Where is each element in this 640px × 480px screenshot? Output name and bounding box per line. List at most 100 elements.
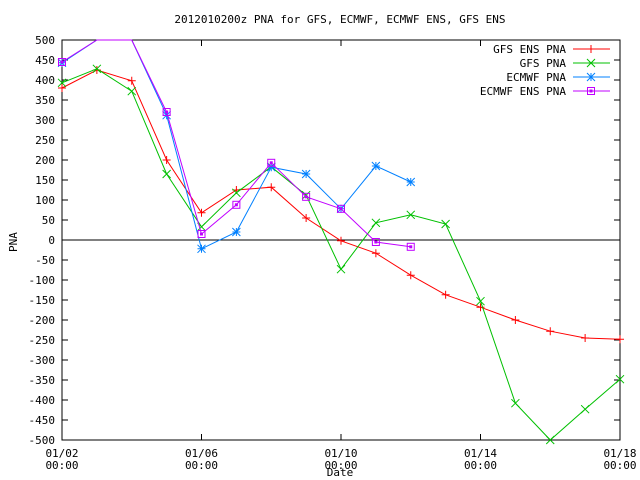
x-tick-time: 00:00: [45, 459, 78, 472]
data-point-gfs-ens-pna: [267, 183, 276, 192]
y-tick-label: 150: [35, 174, 55, 187]
data-point-ecmwf-pna: [232, 227, 241, 237]
chart-title: 2012010200z PNA for GFS, ECMWF, ECMWF EN…: [174, 13, 505, 26]
y-tick-label: 500: [35, 34, 55, 47]
data-point-ecmwf-ens-pna: [302, 192, 311, 201]
data-point-gfs-pna: [511, 398, 520, 408]
series-line-gfs-ens-pna: [61, 69, 621, 340]
data-point-ecmwf-pna: [197, 244, 206, 254]
y-tick-label: 50: [42, 214, 55, 227]
data-point-ecmwf-pna: [301, 169, 311, 179]
y-tick-label: -350: [29, 374, 56, 387]
y-tick-label: -400: [29, 394, 56, 407]
y-tick-label: -250: [29, 334, 56, 347]
data-point-gfs-pna: [441, 219, 450, 229]
series-ecmwf-pna: [57, 39, 416, 254]
data-point-gfs-pna: [57, 78, 67, 88]
legend-marker: [586, 72, 596, 82]
data-point-gfs-ens-pna: [616, 335, 624, 344]
x-tick-label: 01/10: [324, 447, 357, 460]
data-point-gfs-pna: [406, 210, 416, 220]
legend-item-ecmwf-pna: ECMWF PNA: [506, 71, 610, 84]
series-line-ecmwf-ens-pna: [61, 39, 411, 248]
data-point-gfs-pna: [476, 296, 485, 306]
legend-label: GFS ENS PNA: [493, 43, 566, 56]
data-point-gfs-pna: [92, 64, 102, 74]
data-point-gfs-ens-pna: [406, 271, 415, 280]
y-tick-label: -300: [29, 354, 56, 367]
x-tick-time: 00:00: [185, 459, 218, 472]
data-point-gfs-ens-pna: [441, 290, 450, 299]
legend-marker: [586, 58, 596, 68]
y-tick-label: 250: [35, 134, 55, 147]
data-point-ecmwf-ens-pna: [406, 242, 415, 251]
x-tick-label: 01/14: [464, 447, 497, 460]
data-point-ecmwf-ens-pna: [58, 58, 66, 66]
x-tick-label: 01/02: [45, 447, 78, 460]
data-point-ecmwf-ens-pna: [162, 108, 171, 116]
legend-marker: [587, 45, 595, 53]
y-tick-label: 0: [48, 234, 55, 247]
y-tick-label: 400: [35, 74, 55, 87]
data-point-ecmwf-ens-pna: [337, 204, 345, 213]
series-gfs-pna: [57, 64, 625, 445]
data-point-gfs-ens-pna: [476, 303, 485, 312]
data-point-gfs-ens-pna: [511, 316, 520, 324]
data-point-gfs-ens-pna: [337, 236, 345, 245]
data-point-gfs-pna: [615, 374, 625, 384]
data-point-gfs-ens-pna: [581, 334, 590, 342]
y-tick-label: -100: [29, 274, 56, 287]
data-point-gfs-ens-pna: [302, 214, 311, 222]
y-tick-label: -200: [29, 314, 56, 327]
x-tick-time: 00:00: [464, 459, 497, 472]
x-tick-label: 01/18: [603, 447, 636, 460]
data-point-ecmwf-ens-pna: [197, 230, 206, 238]
data-point-ecmwf-pna: [371, 161, 381, 171]
data-point-ecmwf-pna: [406, 177, 416, 187]
data-point-gfs-pna: [336, 264, 346, 274]
data-point-gfs-ens-pna: [162, 156, 171, 164]
legend-label: ECMWF ENS PNA: [480, 85, 566, 98]
y-tick-label: -50: [35, 254, 55, 267]
series-ecmwf-ens-pna: [58, 39, 415, 251]
data-point-gfs-pna: [545, 435, 555, 445]
series-line-ecmwf-pna: [61, 39, 411, 250]
series-line-gfs-pna: [61, 68, 621, 441]
legend-label: GFS PNA: [520, 57, 567, 70]
data-point-gfs-pna: [162, 169, 171, 179]
legend-item-gfs-pna: GFS PNA: [520, 57, 610, 70]
data-point-gfs-pna: [580, 404, 590, 414]
data-point-ecmwf-pna: [266, 162, 276, 172]
legend-marker: [587, 87, 595, 95]
data-point-gfs-ens-pna: [371, 249, 380, 258]
series-gfs-ens-pna: [58, 66, 624, 344]
data-point-ecmwf-ens-pna: [371, 238, 380, 246]
y-axis-label: PNA: [7, 232, 20, 252]
y-tick-label: 200: [35, 154, 55, 167]
y-tick-label: 100: [35, 194, 55, 207]
legend-label: ECMWF PNA: [506, 71, 566, 84]
x-axis-label: Date: [327, 466, 354, 479]
series-layer: [57, 39, 625, 445]
data-point-gfs-ens-pna: [546, 327, 555, 336]
data-point-gfs-pna: [371, 218, 381, 228]
y-tick-label: 450: [35, 54, 55, 67]
x-tick-time: 00:00: [324, 459, 357, 472]
data-point-ecmwf-ens-pna: [267, 158, 276, 167]
x-tick-time: 00:00: [603, 459, 636, 472]
data-point-gfs-pna: [232, 188, 241, 198]
x-axis: 01/0200:0001/0600:0001/1000:0001/1400:00…: [45, 40, 637, 472]
data-point-ecmwf-ens-pna: [232, 200, 241, 209]
x-tick-label: 01/06: [185, 447, 218, 460]
y-tick-label: 350: [35, 94, 55, 107]
y-axis: -500-450-400-350-300-250-200-150-100-500…: [29, 34, 620, 447]
legend-item-gfs-ens-pna: GFS ENS PNA: [493, 43, 610, 56]
y-tick-label: 300: [35, 114, 55, 127]
legend-item-ecmwf-ens-pna: ECMWF ENS PNA: [480, 85, 610, 98]
y-tick-label: -150: [29, 294, 56, 307]
y-tick-label: -450: [29, 414, 56, 427]
data-point-gfs-pna: [127, 86, 137, 96]
data-point-gfs-ens-pna: [58, 84, 66, 92]
